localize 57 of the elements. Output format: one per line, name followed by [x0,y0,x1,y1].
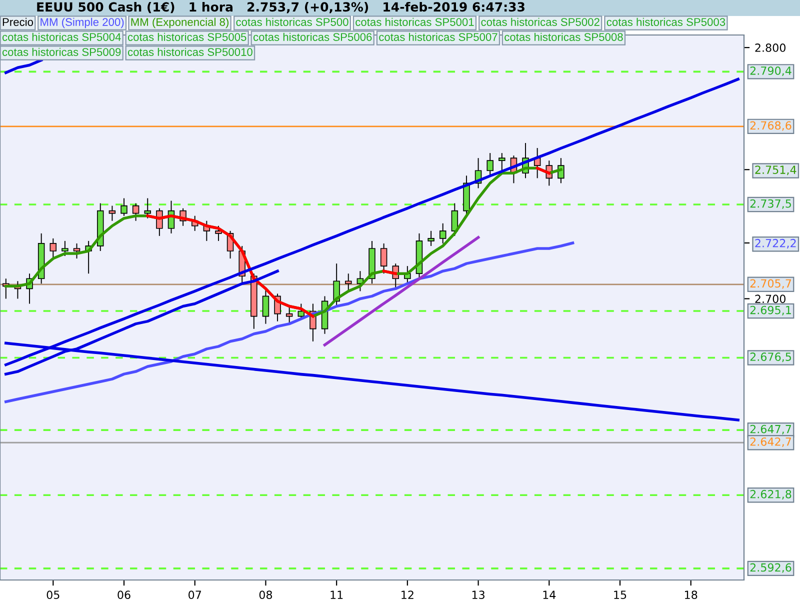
ref-line-label: 2.695,1 [750,306,791,316]
candlestick [345,273,352,292]
x-tick-label: 07 [188,590,201,600]
ref-line-label: 2.790,4 [750,66,792,76]
x-tick-label: 05 [46,590,60,600]
ref-line-label: 2.676,5 [750,352,791,362]
candlestick [62,240,68,256]
candlestick [215,225,222,242]
text: cotas historicas SP5001 [356,18,474,26]
y-tick-label: 2.722,2 [755,238,796,248]
candlestick [120,198,128,216]
annotation: cotas historicas SP5009 [2,48,121,56]
line-series [4,242,574,404]
line-series [323,236,480,346]
text: MM (Simple 200) [40,18,124,28]
ref-line-label: 2.642,7 [750,437,792,447]
candlestick [428,230,434,246]
ref-line-label: 2.705,7 [750,279,792,289]
text: Precio [2,18,34,26]
y-tick-label: 2.700 [755,294,786,304]
x-tick-label: 11 [330,590,343,599]
candlestick [50,238,57,260]
x-tick-label: 18 [685,590,698,600]
candlestick [144,198,151,219]
x-tick-label: 14 [543,590,556,599]
candlestick [380,242,388,274]
text: cotas historicas SP5003 [606,18,726,26]
candlestick [486,152,494,176]
ref-line-label: 2.647,7 [750,424,792,434]
x-tick-label: 12 [402,590,414,599]
text: MM (Exponencial 8) [131,18,228,28]
candlestick [262,288,270,324]
candlestick [132,202,140,222]
text: cotas historicas SP500 [236,18,348,26]
annotation: cotas historicas SP5007 [379,32,498,41]
annotation: cotas historicas SP5004 [2,32,121,41]
annotation: cotas historicas SP50010 [128,48,252,56]
y-tick-label: 2.800 [755,44,786,52]
candlestick [108,205,116,222]
annotation: cotas historicas SP5005 [128,32,246,41]
annotation: cotas historicas SP5006 [253,32,372,41]
ref-line-label: 2.621,8 [750,490,792,500]
x-tick-label: 15 [614,590,626,600]
ref-line-label: 2.737,5 [750,199,791,209]
ref-line-label: 2.768,6 [750,121,792,131]
y-tick-label: 2.751,4 [755,166,796,176]
annotation: cotas historicas SP5008 [504,32,623,41]
candlestick [498,152,506,172]
candlestick [439,222,446,244]
chart-title: EEUU 500 Cash (1€) 1 hora 2.753,7 (+0,13%) 14-feb-2019 6:47:33 [37,2,524,14]
text: cotas historicas SP5002 [481,18,600,26]
x-tick-label: 06 [118,590,130,600]
x-tick-label: 08 [259,590,272,600]
candlestick [73,242,80,260]
line-series [4,58,43,74]
ref-line-label: 2.592,6 [750,563,792,573]
x-tick-label: 13 [472,590,484,600]
